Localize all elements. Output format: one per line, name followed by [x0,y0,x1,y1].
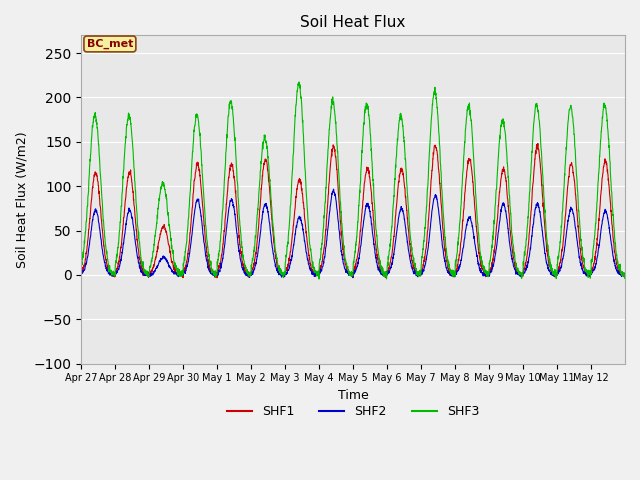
SHF2 [517,272,525,278]
X-axis label: Time: Time [338,389,369,402]
SHF1 [614,266,621,272]
Text: BC_met: BC_met [86,39,133,49]
SHF3 [614,258,621,264]
SHF1 [517,271,525,276]
SHF1 [548,268,556,274]
SHF3 [621,270,629,276]
SHF3 [132,188,140,193]
SHF2 [330,186,337,192]
SHF1 [250,265,257,271]
SHF2 [387,267,394,273]
Title: Soil Heat Flux: Soil Heat Flux [300,15,406,30]
SHF2 [249,270,257,276]
SHF2 [621,272,629,277]
SHF2 [77,269,85,275]
Line: SHF2: SHF2 [81,189,625,277]
SHF3 [315,276,323,282]
SHF1 [621,272,629,277]
SHF2 [548,271,556,276]
SHF2 [614,270,621,276]
SHF1 [534,141,541,146]
Line: SHF1: SHF1 [81,144,625,278]
SHF1 [386,262,394,268]
Y-axis label: Soil Heat Flux (W/m2): Soil Heat Flux (W/m2) [15,131,28,268]
SHF2 [349,275,356,280]
SHF1 [77,269,85,275]
SHF1 [213,275,221,281]
SHF1 [132,220,140,226]
SHF3 [387,241,394,247]
SHF3 [249,256,257,262]
SHF3 [548,266,556,272]
SHF2 [132,241,140,247]
Legend: SHF1, SHF2, SHF3: SHF1, SHF2, SHF3 [222,400,484,423]
Line: SHF3: SHF3 [81,82,625,279]
SHF3 [295,79,303,85]
SHF3 [517,272,525,277]
SHF3 [77,261,85,266]
